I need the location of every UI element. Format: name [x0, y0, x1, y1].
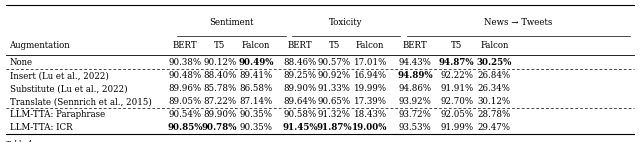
Text: 90.12%: 90.12% [203, 58, 236, 67]
Text: Falcon: Falcon [356, 41, 385, 50]
Text: None: None [10, 58, 33, 67]
Text: 94.87%: 94.87% [439, 58, 474, 67]
Text: 93.53%: 93.53% [399, 123, 432, 132]
Text: 89.64%: 89.64% [284, 97, 317, 106]
Text: Table 4: ...: Table 4: ... [6, 140, 44, 142]
Text: 88.40%: 88.40% [203, 71, 236, 80]
Text: 90.78%: 90.78% [202, 123, 237, 132]
Text: Sentiment: Sentiment [209, 18, 253, 28]
Text: T5: T5 [329, 41, 340, 50]
Text: 19.00%: 19.00% [353, 123, 388, 132]
Text: 94.43%: 94.43% [399, 58, 432, 67]
Text: BERT: BERT [287, 41, 312, 50]
Text: 29.47%: 29.47% [478, 123, 511, 132]
Text: 89.05%: 89.05% [168, 97, 202, 106]
Text: T5: T5 [214, 41, 225, 50]
Text: Falcon: Falcon [242, 41, 270, 50]
Text: 16.94%: 16.94% [354, 71, 387, 80]
Text: 93.92%: 93.92% [399, 97, 432, 106]
Text: T5: T5 [451, 41, 463, 50]
Text: 91.33%: 91.33% [318, 84, 351, 93]
Text: 90.92%: 90.92% [318, 71, 351, 80]
Text: 91.91%: 91.91% [440, 84, 474, 93]
Text: 90.35%: 90.35% [239, 123, 273, 132]
Text: Translate (Sennrich et al., 2015): Translate (Sennrich et al., 2015) [10, 97, 152, 106]
Text: 91.45%: 91.45% [282, 123, 317, 132]
Text: 90.85%: 90.85% [168, 123, 203, 132]
Text: 93.72%: 93.72% [399, 110, 432, 119]
Text: 92.22%: 92.22% [440, 71, 473, 80]
Text: 17.01%: 17.01% [353, 58, 387, 67]
Text: 87.22%: 87.22% [203, 97, 236, 106]
Text: 90.54%: 90.54% [168, 110, 202, 119]
Text: 94.86%: 94.86% [399, 84, 432, 93]
Text: 89.25%: 89.25% [284, 71, 317, 80]
Text: Substitute (Lu et al., 2022): Substitute (Lu et al., 2022) [10, 84, 127, 93]
Text: 90.58%: 90.58% [284, 110, 317, 119]
Text: 90.48%: 90.48% [168, 71, 202, 80]
Text: 91.32%: 91.32% [318, 110, 351, 119]
Text: 19.99%: 19.99% [354, 84, 387, 93]
Text: 89.90%: 89.90% [203, 110, 236, 119]
Text: Falcon: Falcon [480, 41, 509, 50]
Text: 94.89%: 94.89% [397, 71, 433, 80]
Text: BERT: BERT [173, 41, 198, 50]
Text: 92.70%: 92.70% [440, 97, 474, 106]
Text: 90.57%: 90.57% [318, 58, 351, 67]
Text: 90.38%: 90.38% [168, 58, 202, 67]
Text: LLM-TTA: ICR: LLM-TTA: ICR [10, 123, 72, 132]
Text: 90.49%: 90.49% [238, 58, 274, 67]
Text: Toxicity: Toxicity [329, 18, 363, 28]
Text: News → Tweets: News → Tweets [484, 18, 553, 28]
Text: 87.14%: 87.14% [239, 97, 273, 106]
Text: 92.05%: 92.05% [440, 110, 474, 119]
Text: 91.87%: 91.87% [317, 123, 352, 132]
Text: BERT: BERT [403, 41, 428, 50]
Text: 86.58%: 86.58% [239, 84, 273, 93]
Text: 85.78%: 85.78% [203, 84, 236, 93]
Text: 30.25%: 30.25% [477, 58, 512, 67]
Text: Insert (Lu et al., 2022): Insert (Lu et al., 2022) [10, 71, 108, 80]
Text: LLM-TTA: Paraphrase: LLM-TTA: Paraphrase [10, 110, 105, 119]
Text: 89.41%: 89.41% [239, 71, 273, 80]
Text: Augmentation: Augmentation [10, 41, 70, 50]
Text: 28.78%: 28.78% [477, 110, 511, 119]
Text: 90.65%: 90.65% [318, 97, 351, 106]
Text: 18.43%: 18.43% [354, 110, 387, 119]
Text: 90.35%: 90.35% [239, 110, 273, 119]
Text: 30.12%: 30.12% [478, 97, 511, 106]
Text: 17.39%: 17.39% [354, 97, 387, 106]
Text: 89.90%: 89.90% [284, 84, 317, 93]
Text: 89.96%: 89.96% [168, 84, 202, 93]
Text: 26.34%: 26.34% [478, 84, 511, 93]
Text: 88.46%: 88.46% [284, 58, 317, 67]
Text: 91.99%: 91.99% [440, 123, 474, 132]
Text: 26.84%: 26.84% [478, 71, 511, 80]
